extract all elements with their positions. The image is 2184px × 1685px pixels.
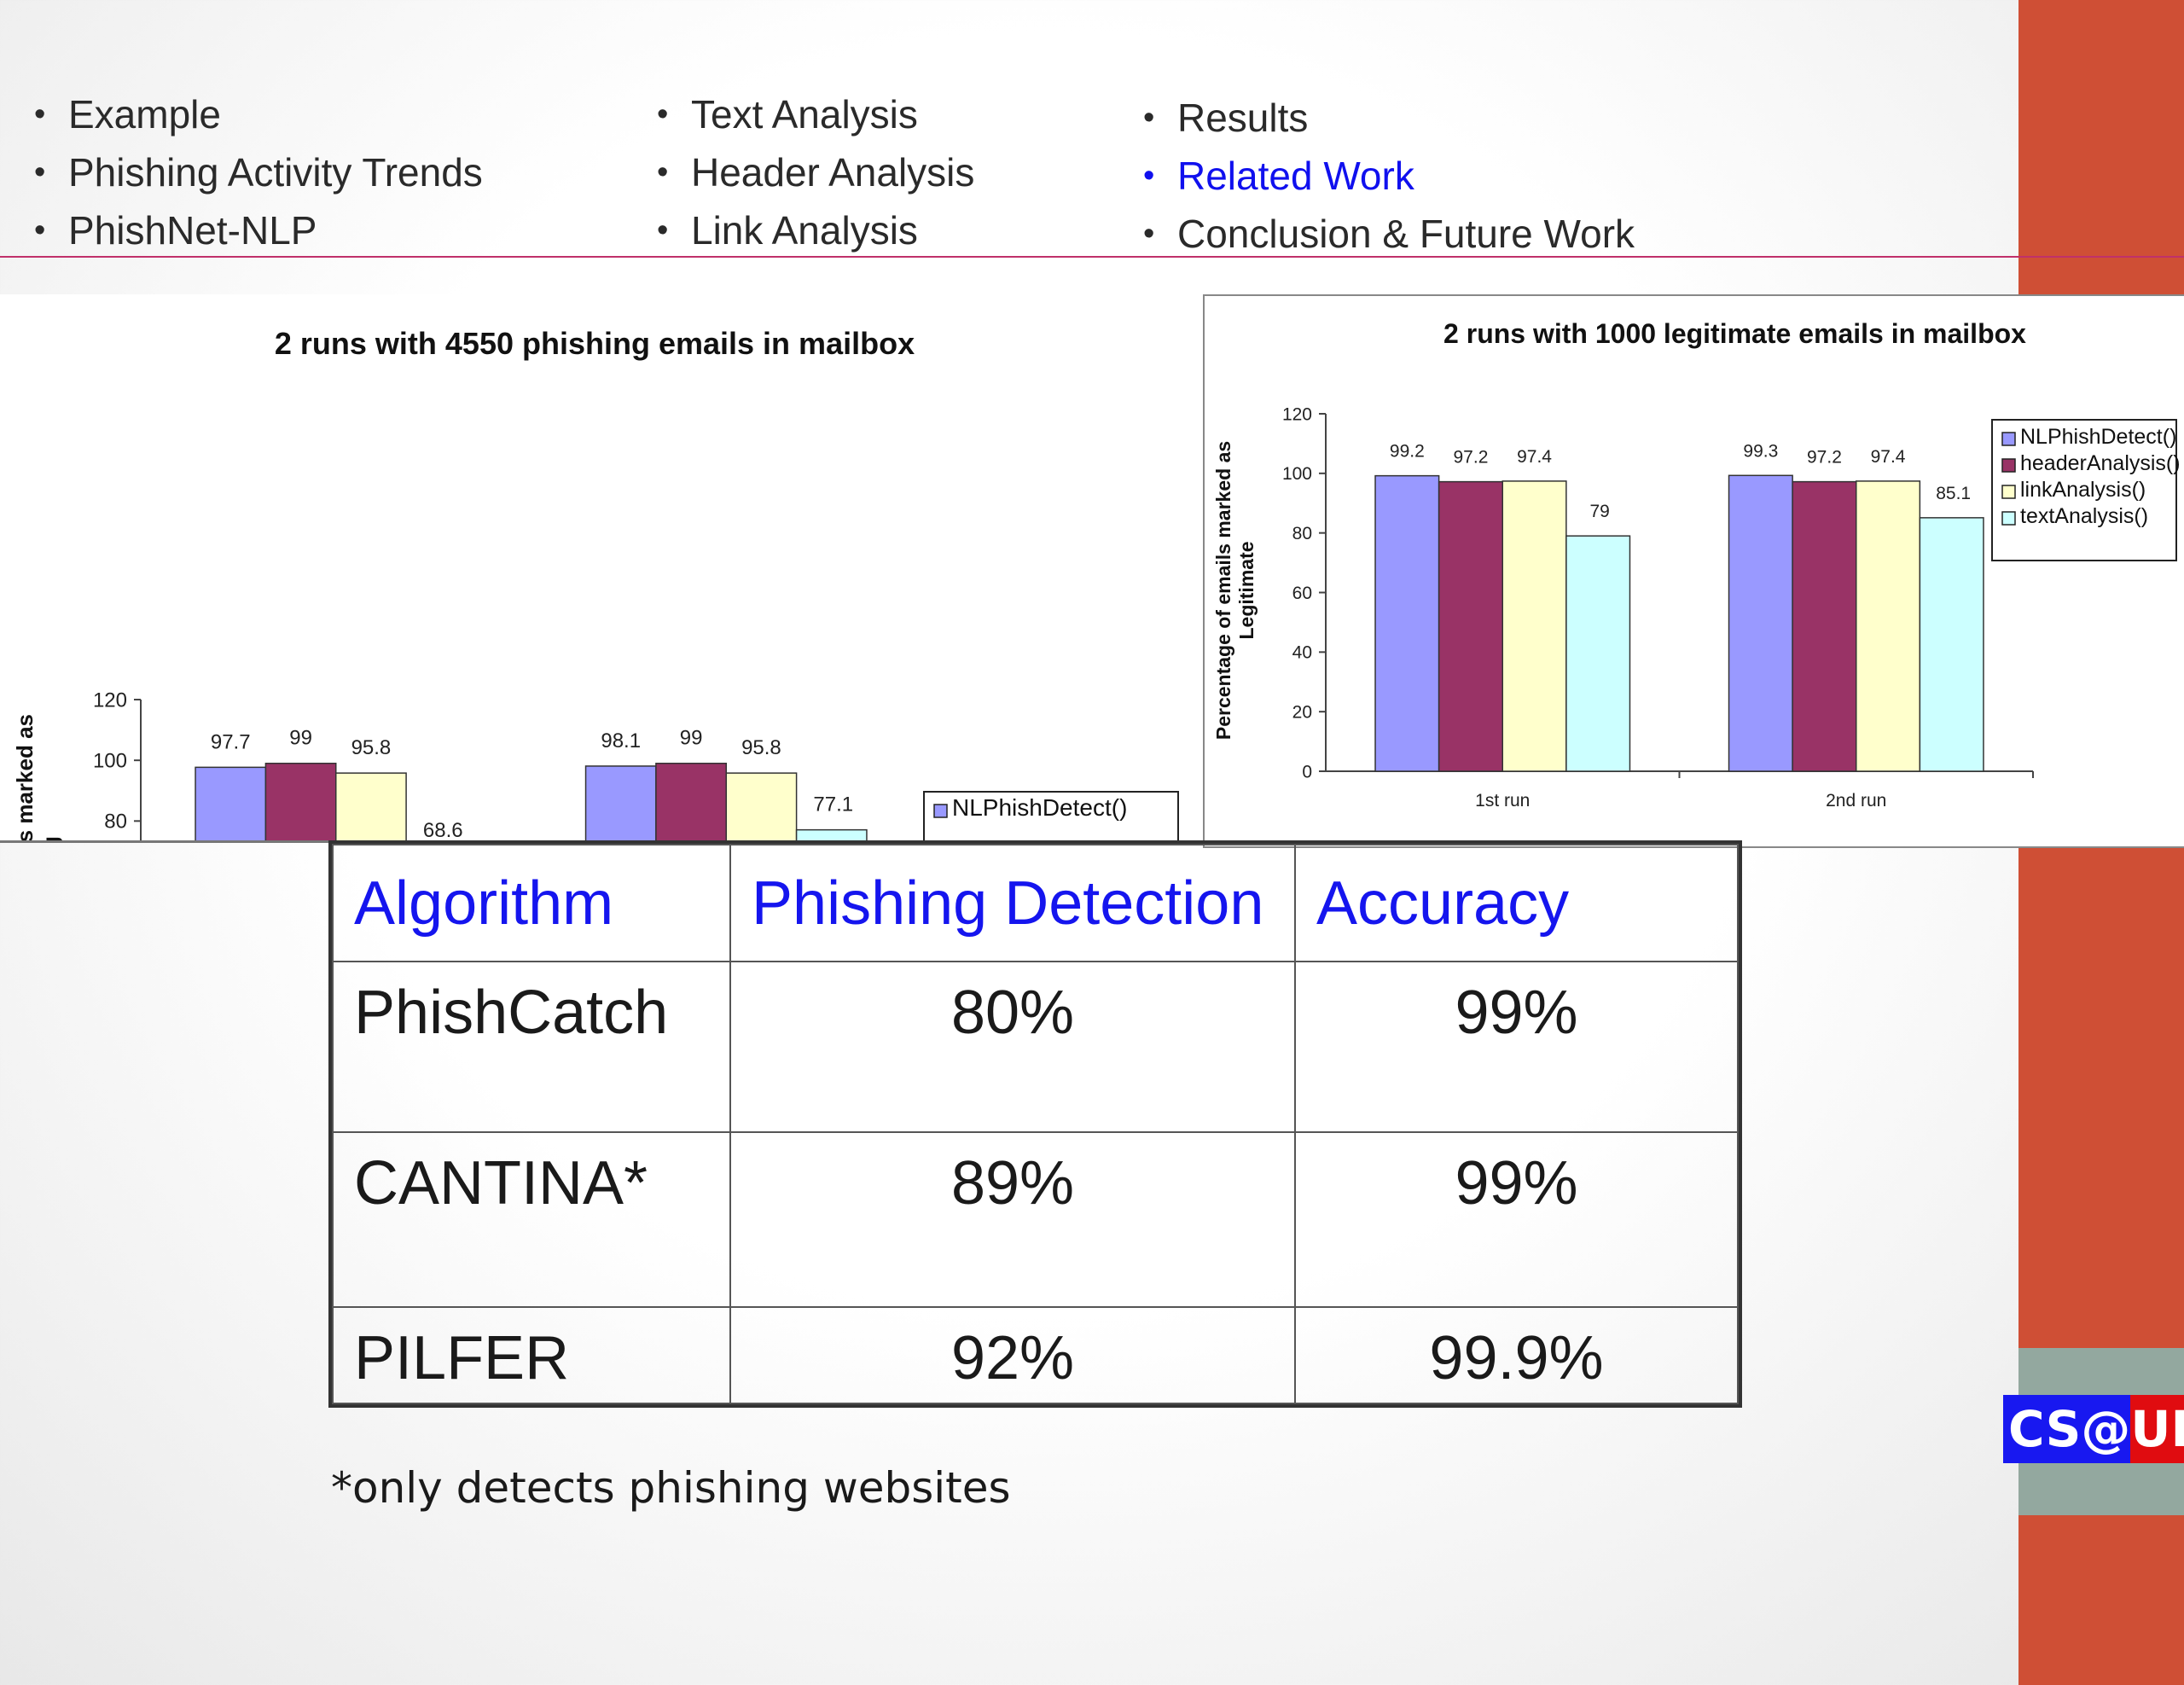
- y-axis-label: Percentage of emails marked asPhishing: [12, 714, 63, 840]
- nav-item-text-analysis[interactable]: • Text Analysis: [657, 92, 918, 137]
- y-axis-label-line: Phishing: [38, 836, 63, 840]
- nav-column-1: • Example • Phishing Activity Trends • Phis…: [34, 85, 483, 259]
- y-axis-label-line: Percentage of emails marked as: [12, 714, 38, 840]
- x-tick-label: 2nd run: [1826, 791, 1886, 811]
- legend-swatch: [2001, 432, 2016, 446]
- cs-uh-logo: CS@UH: [2003, 1395, 2184, 1463]
- nav-column-3: • Results • Related Work • Conclusion & Fut…: [1143, 89, 1635, 263]
- table-row: PILFER 92% 99.9%: [332, 1306, 1739, 1404]
- y-tick-label: 20: [1292, 703, 1312, 723]
- y-tick-label: 0: [1302, 762, 1312, 781]
- y-axis-label-line: Legitimate: [1235, 541, 1258, 639]
- data-label: 97.7: [211, 730, 251, 753]
- bar: [1919, 517, 1984, 772]
- bar: [1856, 480, 1921, 772]
- accuracy-cell: 99%: [1294, 1131, 1739, 1308]
- bar: [725, 772, 798, 840]
- phishing-chart: 2 runs with 4550 phishing emails in mail…: [0, 294, 1205, 843]
- legend-swatch: [2001, 511, 2016, 526]
- y-tick-label: 80: [104, 811, 127, 834]
- data-label: 97.2: [1807, 448, 1842, 468]
- legend-swatch: [2001, 485, 2016, 499]
- y-tick-label: 120: [1282, 404, 1312, 424]
- y-tick-label: 40: [1292, 643, 1312, 663]
- chart-title: 2 runs with 4550 phishing emails in mail…: [275, 326, 915, 361]
- data-label: 79: [1589, 502, 1609, 521]
- algorithm-cell: CANTINA*: [332, 1131, 731, 1308]
- header-phishing-detection: Phishing Detection: [729, 844, 1296, 962]
- bar: [1374, 474, 1440, 772]
- nav-item-conclusion[interactable]: • Conclusion & Future Work: [1143, 212, 1635, 256]
- legend-swatch: [933, 804, 948, 818]
- y-axis-label-line: Percentage of emails marked as: [1212, 441, 1234, 740]
- data-label: 95.8: [741, 736, 781, 759]
- legend-swatch: [2001, 458, 2016, 473]
- nav-item-results[interactable]: • Results: [1143, 96, 1309, 140]
- data-label: 97.2: [1454, 448, 1489, 468]
- nav-column-2: • Text Analysis • Header Analysis • Link An…: [657, 85, 974, 259]
- legend-label: NLPhishDetect(): [2020, 425, 2176, 449]
- algorithm-cell: PILFER: [332, 1306, 731, 1404]
- bar: [1728, 474, 1793, 772]
- data-label: 99: [289, 727, 312, 750]
- legend-label: textAnalysis(): [2020, 504, 2148, 528]
- data-label: 98.1: [601, 729, 641, 752]
- y-tick-label: 60: [1292, 584, 1312, 603]
- table-row: CANTINA* 89% 99%: [332, 1131, 1739, 1308]
- nav-item-link-analysis[interactable]: • Link Analysis: [657, 208, 918, 253]
- table-row: PhishCatch 80% 99%: [332, 961, 1739, 1133]
- algorithm-cell: PhishCatch: [332, 961, 731, 1133]
- data-label: 97.4: [1517, 447, 1552, 467]
- data-label: 99.3: [1743, 441, 1778, 461]
- y-tick-label: 80: [1292, 524, 1312, 543]
- legend-label: NLPhishDetect(): [952, 794, 1127, 821]
- data-label: 99: [680, 727, 703, 750]
- legend-label: headerAnalysis(): [2020, 451, 2181, 475]
- y-tick-label: 100: [1282, 464, 1312, 484]
- nav-item-phishnet-nlp[interactable]: • PhishNet-NLP: [34, 208, 317, 253]
- bar: [655, 762, 728, 840]
- data-label: 68.6: [423, 819, 463, 840]
- accuracy-cell: 99.9%: [1294, 1306, 1739, 1404]
- detection-cell: 89%: [729, 1131, 1296, 1308]
- bar: [335, 772, 407, 840]
- nav-item-header-analysis[interactable]: • Header Analysis: [657, 150, 975, 195]
- bar: [795, 828, 868, 840]
- nav-item-example[interactable]: • Example: [34, 92, 221, 137]
- bar: [264, 762, 337, 840]
- phishing-chart-svg: 2 runs with 4550 phishing emails in mail…: [12, 326, 1179, 840]
- footnote: *only detects phishing websites: [331, 1463, 1011, 1513]
- legend-box: [923, 791, 1179, 840]
- data-label: 85.1: [1936, 484, 1971, 503]
- accuracy-cell: 99%: [1294, 961, 1739, 1133]
- header-algorithm: Algorithm: [332, 844, 731, 962]
- y-tick-label: 120: [93, 689, 127, 712]
- y-axis-label: Percentage of emails marked as Legitimate: [1212, 441, 1258, 740]
- legend-label: linkAnalysis(): [2020, 478, 2146, 502]
- header-accuracy: Accuracy: [1294, 844, 1739, 962]
- detection-cell: 80%: [729, 961, 1296, 1133]
- nav-item-related-work[interactable]: • Related Work: [1143, 154, 1414, 198]
- legitimate-chart-svg: 2 runs with 1000 legitimate emails in ma…: [1212, 318, 2181, 811]
- bar: [1792, 480, 1857, 772]
- data-label: 99.2: [1390, 442, 1425, 462]
- data-label: 97.4: [1871, 447, 1906, 467]
- table-header-row: Algorithm Phishing Detection Accuracy: [332, 844, 1739, 962]
- bar: [1502, 480, 1567, 772]
- nav-item-phishing-trends[interactable]: • Phishing Activity Trends: [34, 150, 483, 195]
- data-label: 77.1: [813, 793, 853, 816]
- header-divider: [0, 256, 2184, 258]
- y-tick-label: 100: [93, 750, 127, 773]
- related-work-table: Algorithm Phishing Detection Accuracy Ph…: [328, 840, 1742, 1408]
- bar: [1438, 480, 1504, 772]
- bar: [584, 765, 657, 840]
- legend-box: [1991, 419, 2177, 561]
- bar: [195, 766, 267, 840]
- bar: [1565, 535, 1631, 772]
- data-label: 95.8: [351, 736, 392, 759]
- legitimate-chart: 2 runs with 1000 legitimate emails in ma…: [1203, 294, 2184, 848]
- x-tick-label: 1st run: [1475, 791, 1530, 811]
- chart-title: 2 runs with 1000 legitimate emails in ma…: [1443, 318, 2026, 349]
- detection-cell: 92%: [729, 1306, 1296, 1404]
